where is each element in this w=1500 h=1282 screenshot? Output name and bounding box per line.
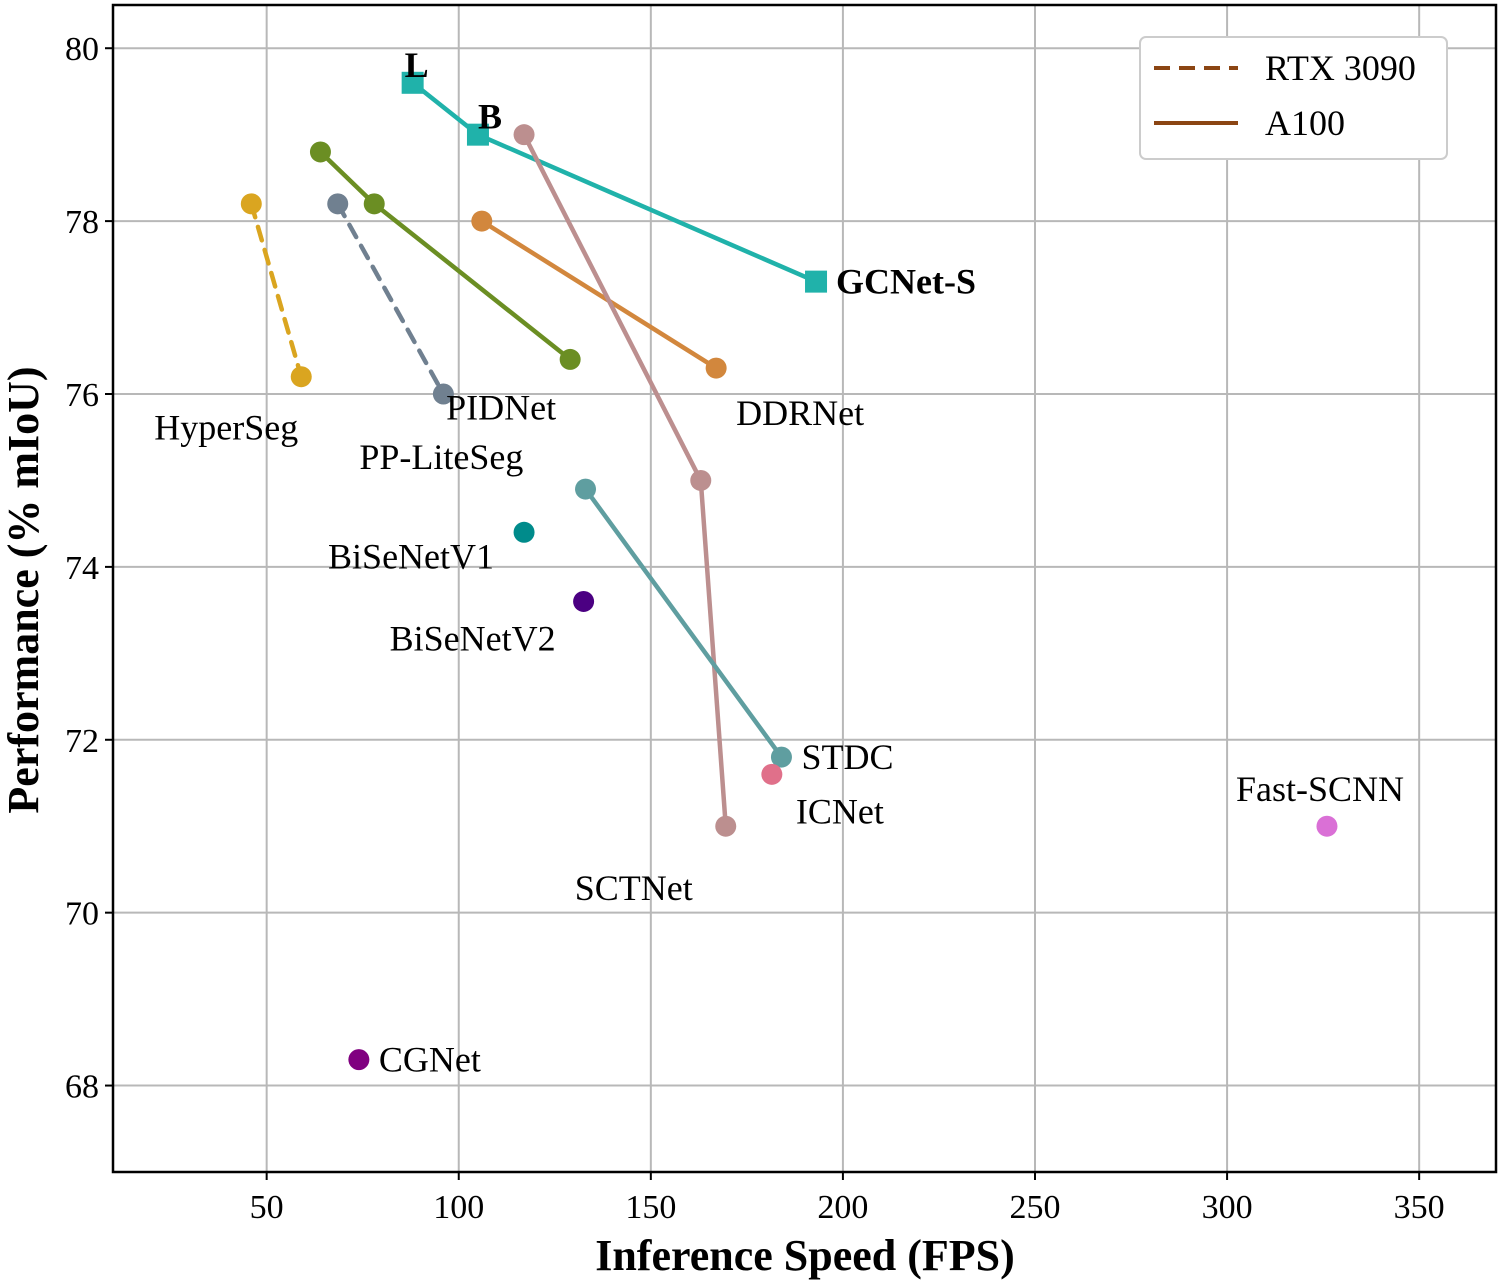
x-axis-title: Inference Speed (FPS) <box>595 1231 1015 1280</box>
x-tick-label: 250 <box>1010 1189 1061 1226</box>
gcnet-s-point <box>401 71 424 94</box>
grid <box>113 5 1496 1172</box>
hyperseg-point <box>240 193 262 215</box>
point-labels: L B GCNet-S DDRNet PIDNet PP-LiteSeg HyperSeg S… <box>154 45 1404 1080</box>
gcnet-s-point <box>466 123 489 146</box>
y-tick-label: 74 <box>65 550 99 587</box>
y-tick-label: 80 <box>65 31 99 68</box>
y-tick-label: 72 <box>65 723 99 760</box>
sctnet-point <box>513 124 535 146</box>
x-tick-label: 50 <box>250 1189 284 1226</box>
legend-a100-label: A100 <box>1265 103 1345 143</box>
series-markers <box>240 71 1338 1071</box>
gcnet-s-label: GCNet-S <box>836 262 976 302</box>
hyperseg-line <box>249 201 304 379</box>
cgnet-label: CGNet <box>379 1040 481 1080</box>
sctnet-point <box>715 815 737 837</box>
stdc-label: STDC <box>801 737 893 777</box>
y-axis-title: Performance (% mIoU) <box>0 366 48 813</box>
bisenetv2-label: BiSeNetV2 <box>390 618 556 658</box>
stdc-point <box>770 746 792 768</box>
pp-liteseg-line <box>335 201 446 397</box>
x-tick-label: 100 <box>433 1189 484 1226</box>
axis-ticks: 50 100 150 200 250 300 350 68 70 72 74 76 78 80 <box>65 31 1445 1226</box>
y-tick-label: 78 <box>65 204 99 241</box>
pidnet-point <box>363 193 385 215</box>
y-tick-label: 70 <box>65 896 99 933</box>
x-tick-label: 350 <box>1394 1189 1445 1226</box>
pidnet-point <box>309 141 331 163</box>
sctnet-point <box>690 469 712 491</box>
ddrnet-line <box>479 218 719 371</box>
cgnet-point <box>348 1049 370 1071</box>
y-tick-label: 76 <box>65 377 99 414</box>
pidnet-point <box>559 348 581 370</box>
pp-liteseg-point <box>432 383 454 405</box>
stdc-line <box>583 486 784 760</box>
x-tick-label: 300 <box>1202 1189 1253 1226</box>
icnet-label: ICNet <box>796 791 884 831</box>
bisenetv2-point <box>573 590 595 612</box>
ddrnet-point <box>471 210 493 232</box>
gcnet-s-label: B <box>478 97 502 137</box>
x-tick-label: 200 <box>817 1189 868 1226</box>
plot-frame <box>111 3 1498 1174</box>
gcnet-s-point <box>805 270 828 293</box>
gcnet-s-line <box>410 80 819 284</box>
stdc-point <box>575 478 597 500</box>
hyperseg-point <box>290 366 312 388</box>
fast-scnn-point <box>1316 815 1338 837</box>
bisenetv1-label: BiSeNetV1 <box>328 536 494 576</box>
pidnet-label: PIDNet <box>446 387 556 427</box>
ddrnet-point <box>705 357 727 379</box>
fast-scnn-label: Fast-SCNN <box>1236 769 1404 809</box>
pp-liteseg-point <box>327 193 349 215</box>
icnet-point <box>761 763 783 785</box>
x-tick-label: 150 <box>625 1189 676 1226</box>
ddrnet-label: DDRNet <box>736 393 864 433</box>
sctnet-label: SCTNet <box>575 868 693 908</box>
legend-rtx3090-label: RTX 3090 <box>1265 48 1416 88</box>
legend: RTX 3090 A100 <box>1139 36 1448 160</box>
y-tick-label: 68 <box>65 1069 99 1106</box>
bisenetv1-point <box>513 521 535 543</box>
hyperseg-label: HyperSeg <box>154 408 298 448</box>
gcnet-s-label: L <box>405 45 429 85</box>
pidnet-line <box>318 149 573 362</box>
pp-liteseg-label: PP-LiteSeg <box>359 437 523 477</box>
